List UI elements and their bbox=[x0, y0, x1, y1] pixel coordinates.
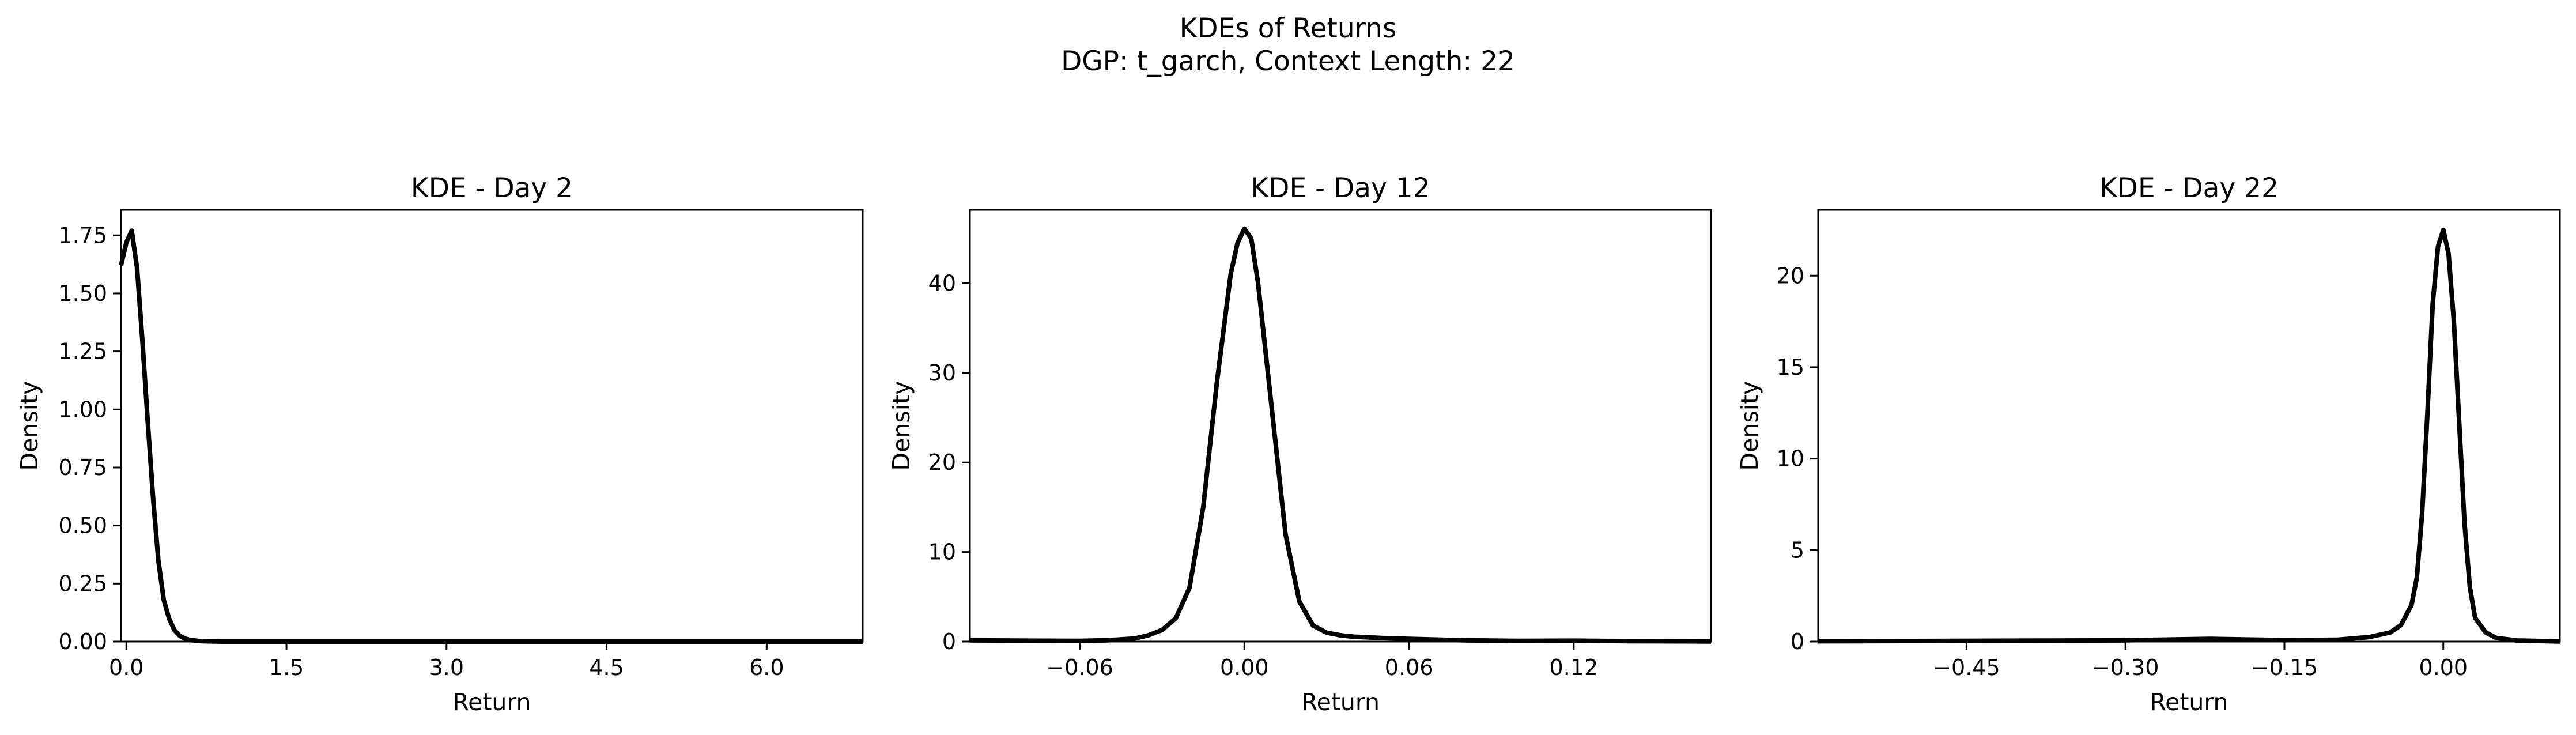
y-tick-label: 1.25 bbox=[58, 339, 107, 364]
x-tick-label: 0.0 bbox=[109, 655, 143, 680]
y-tick-label: 0.25 bbox=[58, 571, 107, 596]
y-tick-label: 20 bbox=[928, 450, 956, 475]
x-tick-label: 4.5 bbox=[589, 655, 624, 680]
kde-line bbox=[969, 226, 1712, 644]
subplots: 0.0 1.5 3.0 4.5 6.0 0.00 0.25 0.50 0.75 1.00 1.25 1… bbox=[16, 172, 2561, 716]
x-tick-label: 0.00 bbox=[1220, 655, 1269, 680]
x-tick-label: 1.5 bbox=[269, 655, 304, 680]
y-axis-label: Density bbox=[16, 381, 43, 471]
y-tick-label: 0.00 bbox=[58, 629, 107, 654]
subplot-title: KDE - Day 2 bbox=[411, 172, 573, 204]
subplot-title: KDE - Day 12 bbox=[1251, 172, 1430, 204]
y-tick-label: 10 bbox=[928, 540, 956, 565]
y-tick-label: 30 bbox=[928, 360, 956, 386]
y-tick-label: 0.75 bbox=[58, 455, 107, 480]
y-tick-label: 10 bbox=[1777, 446, 1804, 472]
x-axis-label: Return bbox=[452, 688, 531, 716]
y-tick-label: 40 bbox=[928, 270, 956, 296]
axes-frame bbox=[120, 209, 864, 643]
x-tick-label: −0.30 bbox=[2092, 655, 2159, 680]
y-tick-label: 0.50 bbox=[58, 513, 107, 538]
x-tick-label: 0.06 bbox=[1385, 655, 1434, 680]
y-tick-label: 15 bbox=[1777, 355, 1804, 380]
x-tick-label: 0.00 bbox=[2419, 655, 2468, 680]
kde-line bbox=[1818, 227, 2560, 644]
subplot-2: −0.06 0.00 0.06 0.12 0 10 20 30 40 KDE - Day 12 Re… bbox=[887, 172, 1712, 716]
y-tick-label: 0 bbox=[1791, 629, 1804, 654]
figure-title: KDEs of Returns bbox=[1180, 13, 1397, 44]
x-tick-label: −0.06 bbox=[1046, 655, 1113, 680]
x-tick-label: 0.12 bbox=[1550, 655, 1599, 680]
x-tick-label: −0.45 bbox=[1933, 655, 2000, 680]
y-tick-label: 20 bbox=[1777, 263, 1804, 288]
y-tick-label: 5 bbox=[1791, 537, 1804, 563]
axes-frame bbox=[969, 209, 1712, 643]
y-tick-label: 0 bbox=[942, 629, 956, 654]
y-axis-label: Density bbox=[1736, 381, 1763, 471]
y-tick-label: 1.75 bbox=[58, 223, 107, 248]
subplot-title: KDE - Day 22 bbox=[2099, 172, 2279, 204]
x-axis-label: Return bbox=[2150, 688, 2228, 716]
y-tick-label: 1.50 bbox=[58, 281, 107, 306]
subplot-3: −0.45 −0.30 −0.15 0.00 0 5 10 15 20 KDE - Day 22 R… bbox=[1736, 172, 2561, 716]
subplot-1: 0.0 1.5 3.0 4.5 6.0 0.00 0.25 0.50 0.75 1.00 1.25 1… bbox=[16, 172, 864, 716]
y-tick-label: 1.00 bbox=[58, 397, 107, 422]
axes-frame bbox=[1817, 209, 2561, 643]
x-tick-label: −0.15 bbox=[2251, 655, 2318, 680]
x-tick-label: 3.0 bbox=[429, 655, 464, 680]
x-axis-label: Return bbox=[1301, 688, 1380, 716]
y-axis-label: Density bbox=[887, 381, 915, 471]
x-tick-label: 6.0 bbox=[749, 655, 784, 680]
figure-subtitle: DGP: t_garch, Context Length: 22 bbox=[1061, 46, 1515, 77]
